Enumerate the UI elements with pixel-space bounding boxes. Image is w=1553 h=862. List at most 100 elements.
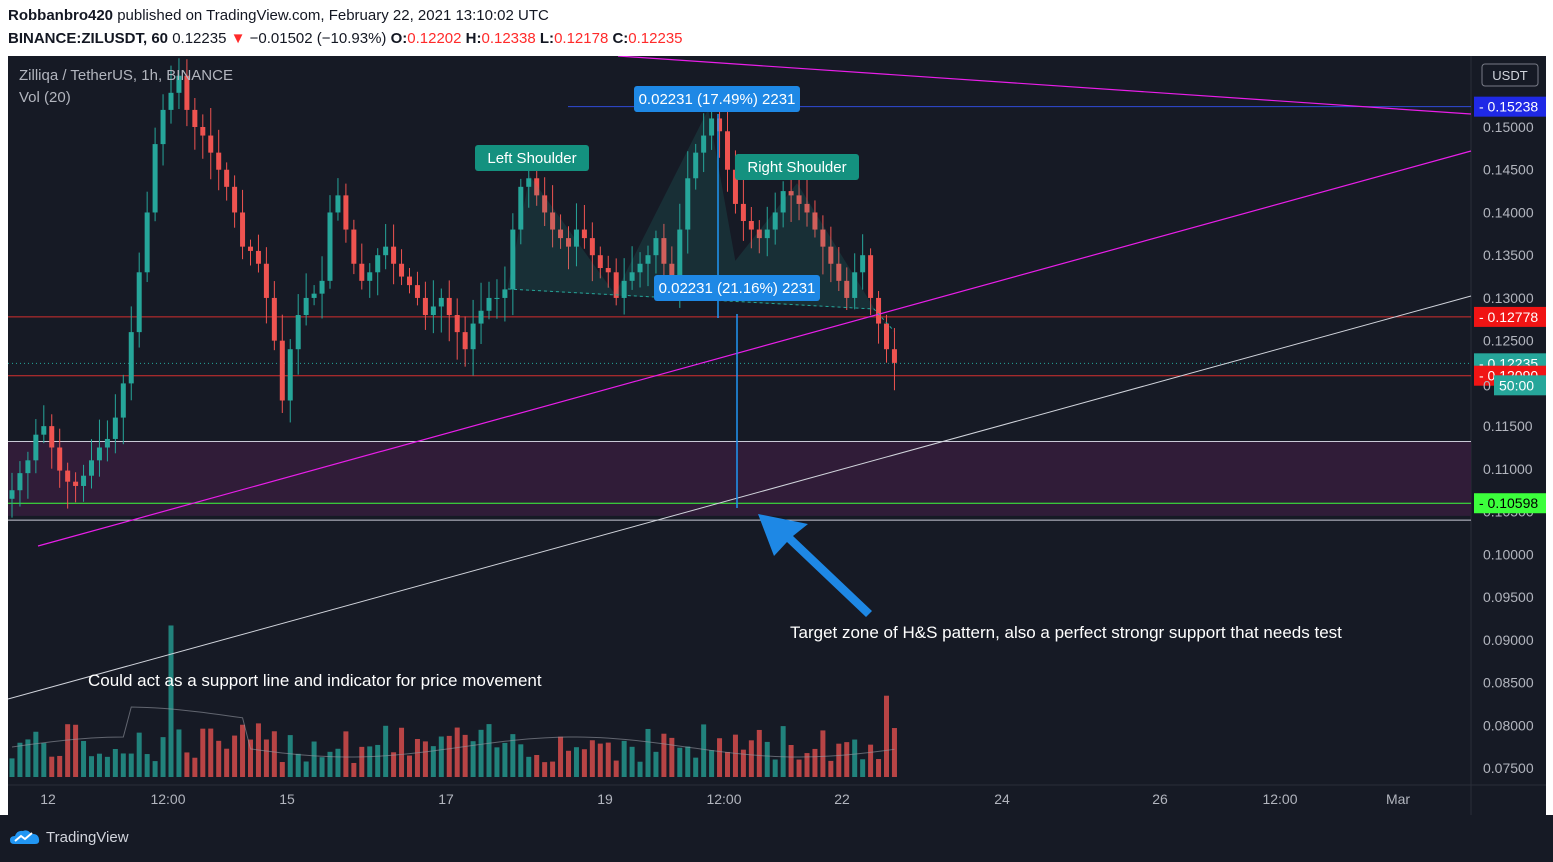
badge-15238-bg xyxy=(1474,96,1546,117)
published-text: published on TradingView.com, February 2… xyxy=(117,7,549,24)
price-tick-label: 0.14500 xyxy=(1483,162,1534,178)
volume-bar xyxy=(152,761,158,777)
candle-body xyxy=(430,306,436,316)
time-tick-label: 12:00 xyxy=(1262,791,1297,807)
falling-trendline xyxy=(617,56,1472,115)
candle-body xyxy=(613,272,619,298)
close-label: C: xyxy=(612,30,629,47)
volume-bar xyxy=(685,746,691,777)
volume-bar xyxy=(796,759,802,777)
candle-body xyxy=(446,297,452,316)
currency-box[interactable] xyxy=(1481,63,1539,87)
candle-body xyxy=(796,195,802,204)
candle-body xyxy=(534,178,540,196)
candle-body xyxy=(891,349,897,363)
candle-body xyxy=(812,212,818,230)
head-and-shoulders-pattern xyxy=(507,109,875,310)
candle-body xyxy=(367,272,373,281)
brand-name: TradingView xyxy=(46,828,129,846)
candle-body xyxy=(216,152,222,170)
time-tick-label: 22 xyxy=(834,791,850,807)
price-tick-label: 0.13500 xyxy=(1483,247,1534,263)
badge-10598: - 0.10598 xyxy=(1479,495,1538,511)
volume-bar xyxy=(303,761,309,777)
volume-bar xyxy=(740,749,746,777)
candle-body xyxy=(335,195,341,213)
price-tick-label: 0.14000 xyxy=(1483,204,1534,220)
low-value: 0.12178 xyxy=(554,30,609,47)
volume-bar xyxy=(104,756,110,777)
candle-body xyxy=(725,131,730,170)
volume-bar xyxy=(502,742,508,777)
volume-bar xyxy=(65,724,71,777)
volume-bar xyxy=(240,724,246,777)
volume-bar xyxy=(81,740,87,777)
pattern-neckline xyxy=(507,288,895,332)
footer-bar xyxy=(0,815,1553,862)
price-tick-label: 0.09500 xyxy=(1483,589,1534,605)
measure-top-label: 0.02231 (17.49%) 2231 xyxy=(639,91,796,108)
candle-body xyxy=(629,272,635,281)
candle-body xyxy=(566,238,571,247)
volume-ma-line xyxy=(11,706,895,758)
countdown-prefix: 0 xyxy=(1483,377,1491,393)
candle-body xyxy=(701,135,707,153)
candle-body xyxy=(359,263,365,281)
volume-bar xyxy=(327,751,333,777)
volume-bar xyxy=(629,746,635,777)
candle-body xyxy=(717,118,723,132)
time-tick-label: 12:00 xyxy=(150,791,185,807)
candle-body xyxy=(502,289,508,298)
candle-body xyxy=(17,473,23,491)
volume-bar xyxy=(41,743,47,777)
candle-body xyxy=(136,272,142,333)
candle-body xyxy=(9,490,15,499)
candle-body xyxy=(351,229,357,264)
volume-bar xyxy=(335,748,341,777)
candle-body xyxy=(550,212,556,230)
volume-bar xyxy=(176,729,182,777)
candle-body xyxy=(33,434,39,461)
volume-bar xyxy=(653,751,659,777)
volume-bar xyxy=(868,744,874,777)
candle-body xyxy=(263,263,269,298)
candle-body xyxy=(637,263,643,273)
volume-bar xyxy=(573,747,579,777)
candle-body xyxy=(176,75,182,93)
volume-bar xyxy=(96,753,102,777)
tradingview-logo[interactable]: TradingView xyxy=(10,828,129,846)
symbol-label: BINANCE:ZILUSDT, 60 xyxy=(8,30,169,47)
volume-bar xyxy=(589,740,595,777)
volume-bar xyxy=(542,762,548,777)
volume-bar xyxy=(168,625,174,777)
volume-bar xyxy=(597,743,603,777)
measure-mid-label-box xyxy=(654,275,820,301)
candle-body xyxy=(836,263,842,281)
volume-legend: Vol (20) xyxy=(19,89,71,106)
candle-body xyxy=(208,135,214,153)
volume-bar xyxy=(422,741,428,777)
chart-panel[interactable]: Left Shoulder Right Shoulder 0.02231 (17.4… xyxy=(8,56,1546,815)
candle-body xyxy=(295,315,301,350)
badge-12778: - 0.12778 xyxy=(1479,309,1538,325)
candle-body xyxy=(510,229,516,290)
candle-body xyxy=(661,238,667,264)
volume-bar xyxy=(128,753,134,777)
author-name[interactable]: Robbanbro420 xyxy=(8,7,114,24)
price-change: −0.01502 (−10.93%) xyxy=(249,30,387,47)
candle-body xyxy=(589,238,595,256)
time-tick-label: Mar xyxy=(1386,791,1410,807)
time-tick-label: 15 xyxy=(279,791,295,807)
volume-bar xyxy=(812,748,818,777)
candle-body xyxy=(224,169,230,187)
candle-body xyxy=(494,297,500,299)
candle-body xyxy=(65,470,71,482)
time-tick-label: 24 xyxy=(994,791,1010,807)
badge-12778-bg xyxy=(1474,306,1546,327)
volume-bar xyxy=(581,749,587,777)
price-chart[interactable]: Left Shoulder Right Shoulder 0.02231 (17.4… xyxy=(8,56,1546,815)
volume-bar xyxy=(49,756,55,777)
volume-bar xyxy=(454,727,460,777)
support-note: Could act as a support line and indicato… xyxy=(88,671,542,690)
candle-body xyxy=(653,238,659,256)
